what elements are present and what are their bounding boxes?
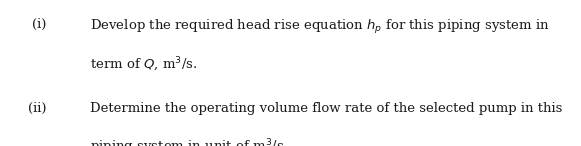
Text: Determine the operating volume flow rate of the selected pump in this: Determine the operating volume flow rate… [90, 102, 562, 115]
Text: (i): (i) [32, 18, 46, 31]
Text: term of $Q$, m$^3$/s.: term of $Q$, m$^3$/s. [90, 55, 198, 74]
Text: Develop the required head rise equation $h_p$ for this piping system in: Develop the required head rise equation … [90, 18, 550, 35]
Text: (ii): (ii) [28, 102, 46, 115]
Text: piping system in unit of m$^3$/s.: piping system in unit of m$^3$/s. [90, 137, 288, 146]
